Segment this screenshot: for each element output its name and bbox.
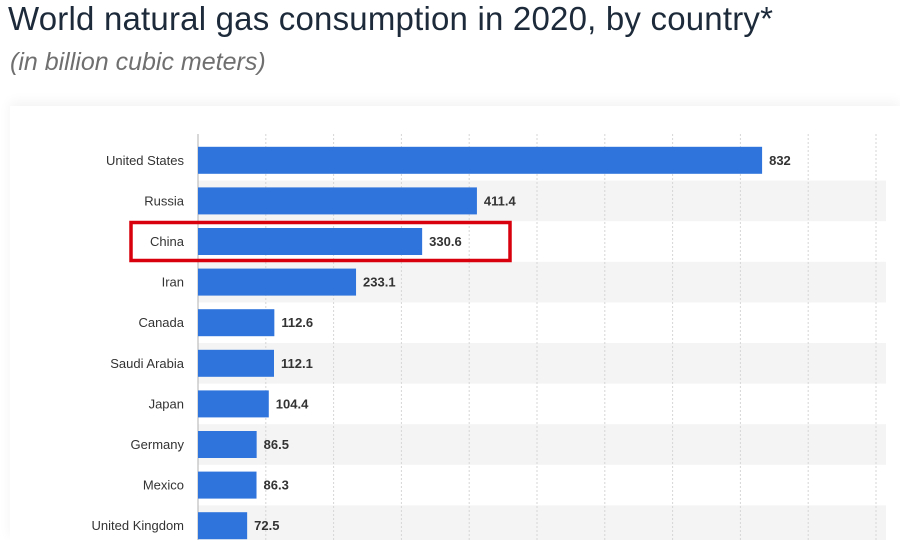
category-labels: United States Russia China Iran Canada Saudi … [92, 153, 185, 533]
chart-title: World natural gas consumption in 2020, b… [8, 0, 774, 37]
bar-united-kingdom [198, 512, 248, 540]
chart-panel: United States Russia China Iran Canada Saudi … [10, 106, 900, 540]
bars [198, 146, 763, 540]
category-label-united-states: United States [106, 153, 185, 168]
value-label-japan: 104.4 [276, 396, 309, 411]
bar-chart: United States Russia China Iran Canada Saudi … [92, 134, 886, 540]
category-label-iran: Iran [162, 275, 184, 290]
value-label-united-kingdom: 72.5 [254, 518, 279, 533]
category-label-russia: Russia [144, 193, 185, 208]
chart-subtitle: (in billion cubic meters) [10, 48, 266, 76]
value-label-saudi-arabia: 112.1 [281, 356, 313, 371]
category-label-germany: Germany [131, 437, 185, 452]
bar-japan [198, 390, 269, 418]
value-label-russia: 411.4 [484, 193, 517, 208]
value-label-iran: 233.1 [363, 275, 396, 290]
category-label-mexico: Mexico [143, 478, 184, 493]
bar-germany [198, 431, 257, 458]
value-label-mexico: 86.3 [264, 478, 289, 493]
value-labels: 832 411.4 330.6 233.1 112.6 112.1 104.4 86.5 86.… [254, 153, 791, 533]
category-label-united-kingdom: United Kingdom [92, 518, 185, 533]
highlight-box-china [129, 220, 512, 263]
value-label-canada: 112.6 [281, 315, 313, 330]
row-bands [198, 180, 886, 540]
row-band [198, 424, 886, 465]
bar-mexico [198, 471, 257, 499]
category-label-japan: Japan [149, 396, 184, 411]
bar-canada [198, 309, 275, 337]
value-label-china: 330.6 [429, 234, 462, 249]
bar-china [198, 228, 423, 255]
category-label-canada: Canada [138, 315, 184, 330]
category-label-saudi-arabia: Saudi Arabia [110, 356, 184, 371]
highlight-layer [129, 220, 512, 263]
value-label-united-states: 832 [769, 153, 791, 168]
bar-saudi-arabia [198, 349, 275, 377]
bar-united-states [198, 146, 763, 174]
row-band [198, 505, 886, 540]
bar-iran [198, 268, 357, 296]
category-label-china: China [150, 234, 185, 249]
row-band [198, 343, 886, 384]
value-label-germany: 86.5 [264, 437, 289, 452]
bar-russia [198, 187, 477, 215]
